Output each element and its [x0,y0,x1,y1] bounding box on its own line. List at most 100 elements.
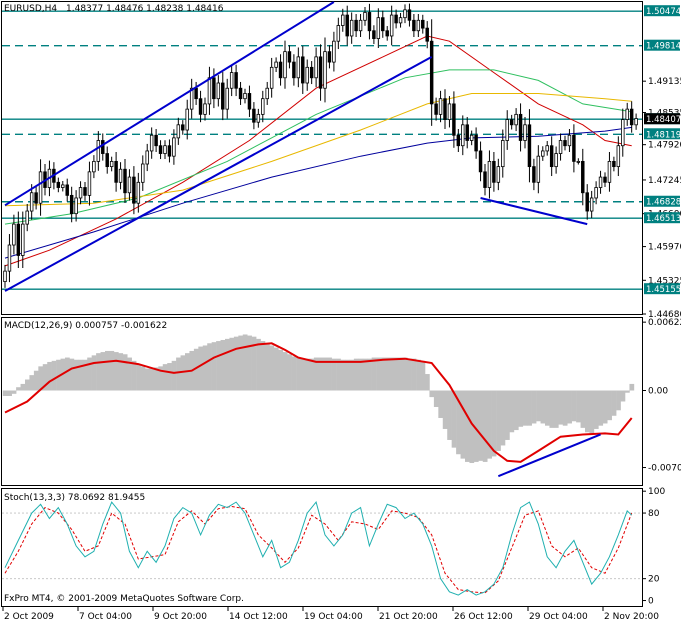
trend-lines [4,1,588,292]
macd-bar [602,390,608,424]
candle-body [269,66,274,89]
macd-bar [318,357,324,391]
candle-body [358,19,363,32]
candle-body [629,108,634,126]
ma-line-red [4,35,632,267]
candle-body [158,145,163,154]
macd-bar [180,355,186,391]
candle-body [69,194,74,215]
candle-body [554,153,558,168]
macd-bar [193,348,199,391]
candle-body [594,187,598,199]
macd-bar [233,336,239,391]
candle-body [318,56,323,89]
macd-bar [367,358,372,391]
macd-bar [296,357,301,391]
candle-body [145,150,149,165]
candle-body [109,160,114,168]
macd-bar [16,387,21,391]
macd-bar [540,390,546,424]
candle-body [443,98,447,120]
level-price-box: 1.46513 [644,212,681,224]
candle-body [229,72,234,89]
time-tick-label: 2 Nov 20:00 [604,612,659,622]
stoch-axis: 100 80 20 0 [642,487,665,607]
macd-bar [567,390,572,424]
macd-bar [198,346,204,391]
macd-bar [291,356,297,391]
stochastic-panel[interactable]: Stoch(13,3,3) 78.0692 81.9455 FxPro MT4,… [1,488,643,607]
price-tick-label: 1.47245 [648,176,681,186]
candle-body [634,118,638,126]
time-axis: 2 Oct 2009 7 Oct 04:00 9 Oct 20:00 14 Oct 1… [2,607,659,622]
candle-body [87,171,92,196]
candle-body [56,181,61,188]
macd-bar [305,358,310,391]
macd-axis: 0.006222 0.00 -0.00701 [642,318,681,474]
macd-header: MACD(12,26,9) 0.000757 -0.001622 [4,321,167,331]
macd-bar [429,390,435,398]
candle-body [532,166,536,183]
price-panel[interactable]: EURUSD,H4 1.48377 1.48476 1.48238 1.4841… [1,1,643,315]
candle-body [221,82,225,110]
candle-body [598,176,603,188]
candle-body [487,160,492,188]
macd-bar [442,390,448,429]
macd-bar [420,360,426,391]
candle-body [136,181,141,204]
candle-body [78,187,83,199]
macd-bar [451,390,457,448]
macd-bar [331,358,337,391]
macd-bar [38,366,44,391]
macd-bar [51,360,57,391]
macd-bar [527,390,532,426]
macd-bar [349,359,355,391]
macd-bar [478,390,484,461]
macd-bar [25,379,30,391]
macd-bar [78,359,84,391]
candle-body [332,40,336,63]
candle-body [21,223,25,256]
candle-body [438,98,443,115]
ma-line-green [4,69,632,225]
macd-panel[interactable]: MACD(12,26,9) 0.000757 -0.001622 [1,317,643,486]
macd-bar [496,390,501,451]
macd-histogram [2,334,635,464]
macd-bar [576,390,581,423]
time-tick-label: 2 Oct 2009 [4,612,54,622]
candle-body [612,160,616,168]
candle-body [527,124,532,168]
candle-body [216,82,221,100]
candle-body [29,192,34,212]
macd-bar [522,390,528,426]
macd-bar [211,342,217,391]
macd-bar [598,390,604,426]
time-tick-label: 19 Oct 04:00 [304,612,363,622]
macd-signal [4,342,633,478]
macd-bar [251,336,257,391]
candle-body [96,140,101,162]
candle-body [589,197,594,212]
candles [3,3,638,288]
candle-body [336,25,341,42]
level-price-label: 1.50474 [646,7,681,17]
stoch-signal-line [4,505,633,594]
macd-bar [109,350,115,391]
candle-body [243,93,247,100]
macd-bar [362,358,368,391]
candle-body [7,244,12,272]
macd-bar [371,357,377,391]
macd-bar [122,354,128,391]
stoch-panel-frame [1,488,643,607]
candle-body [176,124,181,139]
horizontal-levels [2,10,642,290]
candle-body [3,270,7,282]
candle-body [247,93,252,110]
macd-bar [242,334,248,391]
candle-body [354,19,358,32]
macd-bar [531,390,537,424]
copyright-text: FxPro MT4, © 2001-2009 MetaQuotes Softwa… [4,594,244,604]
macd-bar [487,390,492,459]
macd-bar [131,360,137,391]
macd-bar [402,357,408,391]
